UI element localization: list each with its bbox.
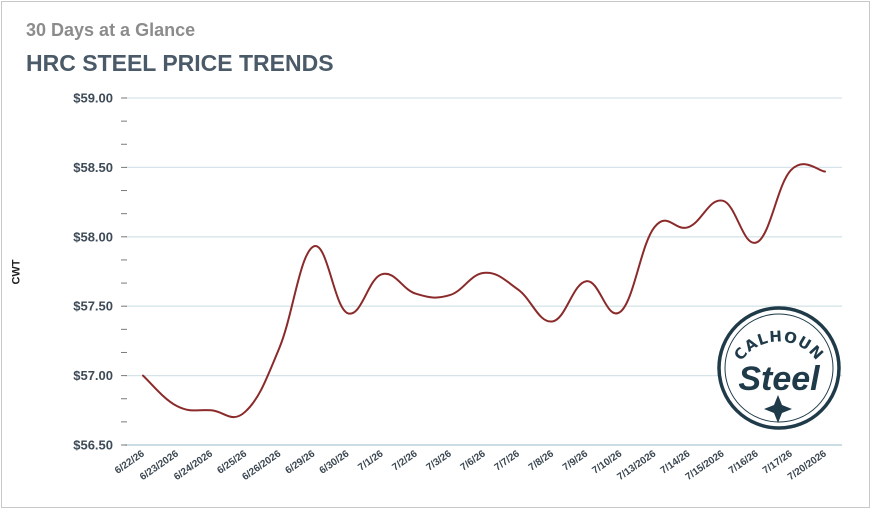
- x-tick-label: 7/7/26: [493, 448, 522, 473]
- x-tick-label: 7/2/26: [390, 448, 419, 473]
- y-tick-label: $58.00: [73, 229, 113, 244]
- x-tick-label: 6/30/26: [318, 448, 352, 476]
- y-tick-label: $57.50: [73, 299, 113, 314]
- data-point: [551, 320, 554, 323]
- x-tick-label: 7/20/2026: [786, 448, 829, 483]
- x-tick-label: 7/9/26: [561, 448, 590, 473]
- x-tick-label: 6/26/2026: [240, 448, 283, 483]
- data-point: [278, 346, 281, 349]
- price-series-line: [142, 163, 826, 419]
- x-tick-label: 7/3/26: [425, 448, 454, 473]
- data-point: [755, 241, 758, 244]
- logo-star-icon: [764, 395, 792, 423]
- data-point: [823, 170, 826, 173]
- data-point: [687, 225, 690, 228]
- y-tick-label: $56.50: [73, 438, 113, 453]
- x-tick-label: 6/24/2026: [172, 448, 215, 483]
- data-point: [312, 245, 315, 248]
- x-tick-label: 7/8/26: [527, 448, 556, 473]
- data-point: [789, 169, 792, 172]
- data-point: [176, 405, 179, 408]
- chart-subtitle: 30 Days at a Glance: [26, 20, 196, 40]
- data-point: [448, 293, 451, 296]
- data-point: [244, 410, 247, 413]
- data-point: [141, 374, 144, 377]
- x-tick-label: 7/16/26: [727, 448, 761, 476]
- y-tick-label: $58.50: [73, 160, 113, 175]
- logo-circle: [717, 306, 841, 430]
- data-point: [210, 409, 213, 412]
- data-point: [619, 310, 622, 313]
- x-tick-label: 7/15/2026: [684, 448, 727, 483]
- data-point: [346, 312, 349, 315]
- chart-title: HRC STEEL PRICE TRENDS: [26, 50, 334, 76]
- data-point: [721, 199, 724, 202]
- x-tick-label: 7/6/26: [459, 448, 488, 473]
- x-tick-label: 7/1/26: [356, 448, 385, 473]
- calhoun-steel-logo: CALHOUN Steel: [717, 306, 841, 430]
- data-point: [380, 273, 383, 276]
- x-tick-label: 6/29/26: [284, 448, 318, 476]
- data-point: [414, 292, 417, 295]
- y-tick-label: $59.00: [73, 91, 113, 106]
- data-point: [653, 225, 656, 228]
- x-tick-label: 7/13/2026: [615, 448, 658, 483]
- data-point: [482, 271, 485, 274]
- y-tick-label: $57.00: [73, 368, 113, 383]
- data-point: [585, 280, 588, 283]
- logo-script-text: Steel: [738, 360, 821, 398]
- data-point: [517, 288, 520, 291]
- logo-inner-ring: [724, 313, 834, 423]
